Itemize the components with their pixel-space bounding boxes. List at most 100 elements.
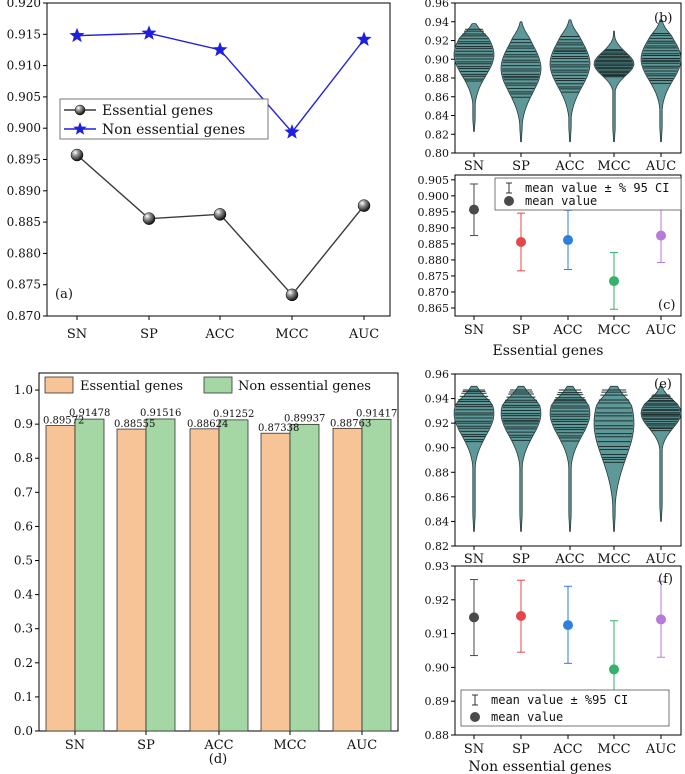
violin-body (640, 385, 682, 522)
y-tick-label: 0.92 (425, 35, 450, 48)
y-tick-label: 0.895 (7, 153, 41, 167)
x-tick-label: ACC (203, 738, 233, 753)
x-tick-label: AUC (645, 323, 676, 338)
y-tick-label: 0.94 (425, 16, 450, 29)
y-tick-label: 0.910 (7, 59, 41, 73)
y-tick-label: 0.9 (14, 417, 33, 431)
y-tick-label: 0.84 (425, 110, 450, 123)
x-tick-label: ACC (552, 742, 582, 757)
x-tick-label: MCC (597, 323, 630, 338)
panel-label: (f) (658, 572, 673, 587)
x-tick-label: SN (464, 323, 484, 338)
x-tick-label: SP (140, 327, 158, 342)
essential-bar-label: 0.88624 (187, 419, 228, 430)
y-tick-label: 0.82 (425, 128, 450, 141)
legend-mean-icon (470, 712, 480, 722)
y-tick-label: 0.86 (425, 491, 450, 504)
x-tick-label: SP (512, 742, 530, 757)
non-essential-point (212, 41, 228, 57)
violin-body (500, 385, 542, 532)
x-tick-label: AUC (348, 327, 379, 342)
essential-bar (45, 425, 76, 732)
mean-point (609, 276, 619, 287)
plot-frame (454, 373, 682, 547)
y-tick-label: 0.890 (7, 184, 41, 198)
x-tick-label: AUC (645, 742, 676, 757)
y-tick-label: 0.82 (425, 540, 450, 553)
y-tick-label: 0.86 (425, 91, 450, 104)
non-essential-point (284, 124, 300, 139)
legend-mean-label: mean value (525, 194, 597, 208)
legend-essential-swatch (44, 376, 74, 394)
y-tick-label: 0.2 (14, 656, 33, 670)
y-tick-label: 0.96 (425, 0, 450, 10)
panel-label: (c) (658, 298, 675, 313)
essential-point (357, 199, 371, 212)
y-tick-label: 0.1 (14, 690, 33, 704)
mean-point (563, 235, 573, 246)
legend-box (494, 177, 682, 211)
y-tick-label: 0.885 (7, 215, 41, 229)
legend-ci-label: mean value ± %95 CI (491, 693, 628, 707)
panel-d-bar-chart: 0.0 0.1 0.2 0.3 0.4 0.5 0.6 0.7 0.8 0.9 1.0 SN SP ACC… (14, 372, 399, 767)
y-tick-label: 0.88 (425, 72, 450, 85)
panel-label: (d) (209, 752, 227, 767)
essential-bar (189, 428, 220, 732)
non-essential-bar (289, 423, 320, 732)
legend-mean-label: mean value (491, 710, 563, 724)
x-tick-label: ACC (554, 552, 584, 567)
y-tick-label: 0.92 (425, 594, 450, 607)
x-tick-label: SP (512, 323, 530, 338)
essential-point (142, 212, 156, 225)
legend-mean-icon (504, 196, 514, 206)
essential-line (76, 154, 365, 296)
y-tick-label: 0.905 (418, 174, 450, 187)
legend-non-essential-label: Non essential genes (238, 379, 371, 394)
legend-essential-marker (74, 104, 86, 116)
non-essential-point (141, 25, 157, 40)
y-tick-label: 0.88 (425, 466, 450, 479)
x-tick-label: MCC (273, 738, 306, 753)
x-tick-label: AUC (645, 552, 676, 567)
legend-non-essential-label: Non essential genes (102, 122, 245, 138)
panel-a-line-chart: 0.870 0.875 0.880 0.885 0.890 0.895 0.900 0.905… (7, 0, 391, 342)
violin-body (453, 23, 495, 132)
mean-point (516, 236, 526, 247)
non-essential-bar-label: 0.91516 (140, 408, 181, 419)
essential-bar (260, 432, 291, 732)
x-tick-label: SN (464, 552, 484, 567)
y-tick-label: 0.890 (418, 222, 450, 235)
legend-ci-label: mean value ± % 95 CI (525, 181, 670, 195)
essential-bar-label: 0.89572 (43, 416, 84, 427)
y-tick-label: 0.7 (14, 485, 33, 499)
y-tick-label: 0.90 (425, 53, 450, 66)
essential-point (285, 288, 299, 302)
mean-point (469, 612, 479, 623)
non-essential-bar (361, 418, 392, 732)
y-tick-label: 1.0 (14, 383, 33, 397)
x-tick-label: SN (464, 742, 484, 757)
y-tick-label: 0.865 (418, 302, 450, 315)
y-tick-label: 0.92 (425, 417, 450, 430)
y-tick-label: 0.4 (14, 588, 33, 602)
panel-e-violin-chart: 0.82 0.84 0.86 0.88 0.90 0.92 0.94 0.96 SN SP ACC M… (425, 368, 682, 567)
violin-body (593, 385, 635, 532)
x-tick-label: SN (67, 327, 87, 342)
y-tick-label: 0.915 (7, 27, 41, 41)
y-tick-label: 0.88 (425, 729, 450, 742)
y-tick-label: 0.6 (14, 519, 33, 533)
y-tick-label: 0.920 (7, 0, 41, 10)
y-tick-label: 0.93 (425, 560, 450, 573)
panel-label: (a) (55, 287, 73, 302)
non-essential-bar (74, 418, 105, 732)
legend-essential-label: Essential genes (102, 103, 213, 119)
y-tick-label: 0.900 (7, 121, 41, 135)
non-essential-point (69, 27, 85, 43)
legend-box (59, 98, 269, 140)
non-essential-bar-label: 0.91252 (213, 409, 254, 420)
y-tick-label: 0.870 (7, 309, 41, 323)
x-tick-label: SP (512, 159, 530, 174)
violin-body (549, 385, 591, 532)
violin-body (453, 385, 495, 532)
